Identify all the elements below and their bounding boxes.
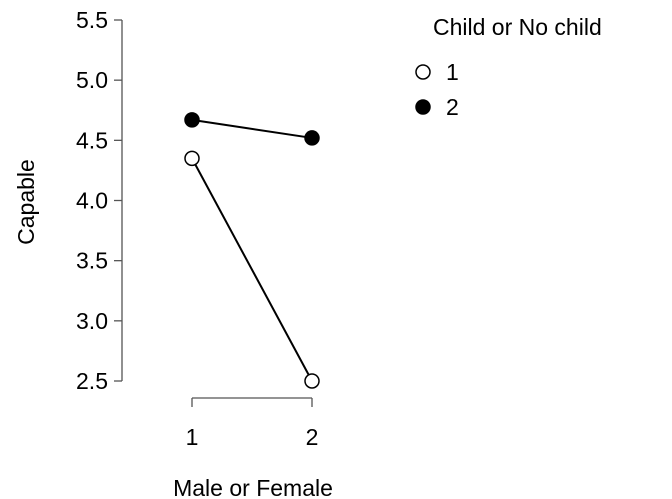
- legend-label-2: 2: [446, 94, 459, 120]
- plot-lines: [191, 118, 313, 382]
- series-2-line: [191, 118, 313, 139]
- y-tick-label-3: 4.0: [76, 188, 108, 214]
- y-tick-label-6: 5.5: [76, 7, 108, 33]
- y-tick-label-2: 3.5: [76, 248, 108, 274]
- y-tick-label-4: 4.5: [76, 127, 108, 153]
- x-axis-title: Male or Female: [173, 475, 333, 499]
- series-1-point-0: [184, 150, 200, 167]
- legend-marker-1: [415, 64, 431, 80]
- x-tick-label-1: 2: [306, 424, 319, 450]
- series-1-line: [191, 157, 313, 382]
- series-2-point-1: [304, 130, 320, 146]
- legend: Child or No child 1 2: [415, 14, 602, 120]
- y-axis: 2.5 3.0 3.5 4.0 4.5 5.0 5.5: [76, 7, 123, 394]
- legend-title: Child or No child: [433, 14, 602, 40]
- y-tick-label-5: 5.0: [76, 67, 108, 93]
- y-tick-label-1: 3.0: [76, 308, 108, 334]
- series-2-point-0: [184, 112, 200, 128]
- series-1-point-1: [304, 373, 320, 389]
- legend-marker-2: [415, 99, 431, 115]
- y-axis-title: Capable: [13, 159, 39, 245]
- x-tick-label-0: 1: [186, 424, 199, 450]
- legend-label-1: 1: [446, 59, 459, 85]
- y-tick-label-0: 2.5: [76, 368, 108, 394]
- plot-points: [184, 112, 320, 389]
